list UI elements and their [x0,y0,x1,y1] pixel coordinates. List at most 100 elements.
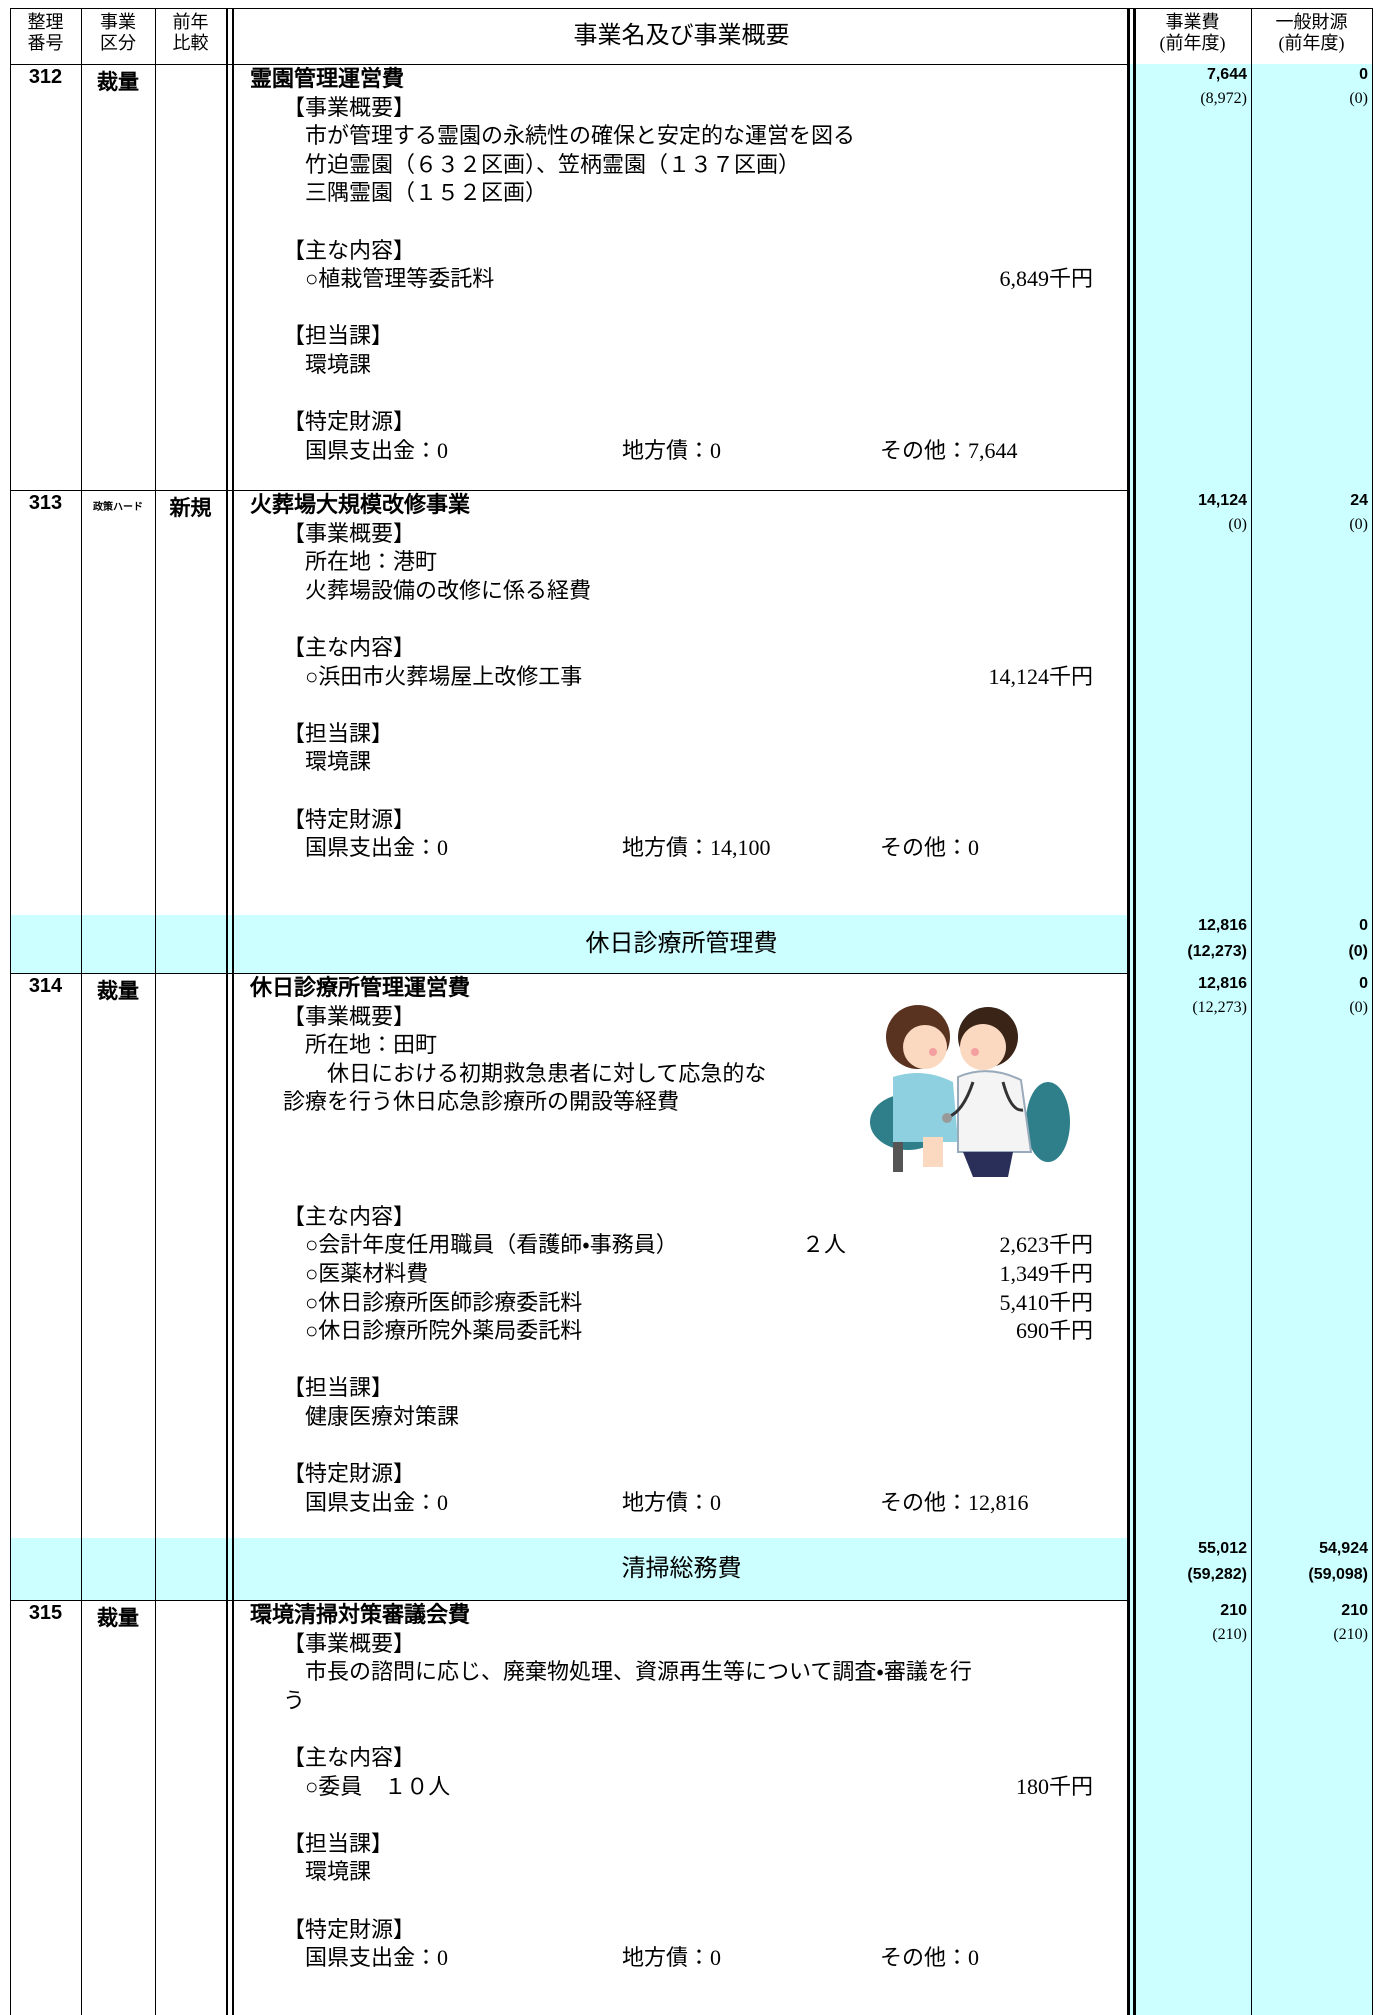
general-prev: (0) [1349,516,1368,533]
funding-item: 地方債：0 [622,1945,722,1971]
cost-prev: (210) [1212,1626,1247,1643]
amount-band [1127,64,1372,490]
header-text: (前年度) [1159,33,1226,53]
header-title: 事業名及び事業概要 [573,23,790,49]
header-text: 整理 [27,12,64,32]
top-border [10,8,1372,9]
overview-line: 竹迫霊園（６３２区画）、笠柄霊園（１３７区画） [283,151,801,177]
amount-band [1127,490,1372,915]
contents: 【主な内容】 ○植栽管理等委託料 6,849千円 [250,237,1121,294]
content-label: ○会計年度任用職員（看護師・事務員） [305,1232,678,1258]
cost-value: 14,124 [1198,492,1247,509]
amount-band [1127,1600,1372,2015]
section-heading: 【特定財源】 [283,1916,416,1942]
header-cell: 一般財源 (前年度) [1251,12,1372,54]
content-amount: 180千円 [1015,1773,1093,1799]
content-label: ○休日診療所院外薬局委託料 [305,1318,583,1344]
content-amount: 14,124千円 [988,663,1093,689]
column-line [81,8,82,2015]
content-label: ○浜田市火葬場屋上改修工事 [305,663,583,689]
section-heading: 【担当課】 [283,1375,394,1401]
department-name: 環境課 [305,351,372,377]
header-text: 一般財源 [1275,12,1348,32]
department: 【担当課】 健康医療対策課 [250,1374,1121,1431]
general-prev: (210) [1333,1626,1368,1643]
section-heading: 【事業概要】 [283,520,416,546]
category: 政策ハード [93,502,143,513]
funding-item: 国県支出金：0 [305,437,449,463]
funding: 【特定財源】 国県支出金：0 地方債：0 その他：7,644 [250,408,1121,465]
funding: 【特定財源】 国県支出金：0 地方債：0 その他：0 [250,1916,1121,1973]
row-border [10,64,1372,65]
contents: 【主な内容】 ○会計年度任用職員（看護師・事務員） ２人 2,623千円 ○医薬材料費 1… [250,1203,1121,1346]
group-title: 清掃総務費 [621,1556,742,1582]
content-label: ○植栽管理等委託料 [305,266,495,292]
general-value: 24 [1350,492,1368,509]
group-title: 休日診療所管理費 [585,931,778,957]
funding: 【特定財源】 国県支出金：0 地方債：14,100 その他：0 [250,806,1121,863]
content-amount: 2,623千円 [999,1232,1093,1258]
overview-line: 休日における初期救急患者に対して応急的な [283,1060,767,1086]
row-border [10,1600,1372,1601]
overview-line: う [283,1687,306,1713]
funding-row: 国県支出金：0 地方債：14,100 その他：0 [283,834,1093,863]
section-heading: 【事業概要】 [283,94,416,120]
section-heading: 【担当課】 [283,720,394,746]
item-title: 環境清掃対策審議会費 [250,1602,471,1627]
cost-value: 12,816 [1198,975,1247,992]
overview: 【事業概要】 所在地：港町 火葬場設備の改修に係る経費 [250,520,1121,606]
item-title: 火葬場大規模改修事業 [250,492,471,517]
cost-value: 210 [1220,1602,1247,1619]
content-label: ○休日診療所医師診療委託料 [305,1289,583,1315]
funding-item: その他：0 [880,1945,980,1971]
contents: 【主な内容】 ○委員 １０人 180千円 [250,1744,1121,1801]
department: 【担当課】 環境課 [250,1830,1121,1887]
section-heading: 【特定財源】 [283,1461,416,1487]
row-border [10,973,1372,974]
section-heading: 【事業概要】 [283,1003,416,1029]
general-value: 0 [1359,917,1368,934]
funding-item: その他：0 [880,835,980,861]
cost-prev: (59,282) [1187,1566,1247,1583]
content-item: ○浜田市火葬場屋上改修工事 14,124千円 [283,663,1093,692]
category: 裁量 [97,980,139,1003]
column-line [1372,8,1373,2015]
section-heading: 【主な内容】 [283,1744,416,1770]
overview-line: 所在地：港町 [283,549,438,575]
column-line [155,8,156,2015]
general-value: 0 [1359,975,1368,992]
content-amount: 1,349千円 [999,1260,1093,1286]
header-text: (前年度) [1278,33,1345,53]
content-amount: 5,410千円 [999,1289,1093,1315]
overview-line: 三隅霊園（１５２区画） [283,180,548,206]
header-text: 区分 [100,33,136,53]
illustration [870,1005,1070,1177]
overview: 【事業概要】 市が管理する霊園の永続性の確保と安定的な運営を図る 竹迫霊園（６３… [250,94,1121,208]
cost-prev: (12,273) [1192,999,1247,1016]
cost-value: 55,012 [1198,1540,1247,1557]
header-text: 前年 [172,12,209,32]
item-body: 休日診療所管理運営費 【事業概要】 所在地：田町 休日における初期救急患者に対して… [250,974,1121,1517]
section-heading: 【主な内容】 [283,1203,416,1229]
row-number: 313 [28,492,63,514]
general-prev: (59,098) [1308,1566,1368,1583]
funding-row: 国県支出金：0 地方債：0 その他：12,816 [283,1489,1093,1518]
item-body: 霊園管理運営費 【事業概要】 市が管理する霊園の永続性の確保と安定的な運営を図る … [250,65,1121,465]
cost-value: 12,816 [1198,917,1247,934]
section-heading: 【主な内容】 [283,634,416,660]
general-prev: (0) [1349,90,1368,107]
section-heading: 【担当課】 [283,323,394,349]
header-cell: 前年 比較 [155,12,226,54]
funding-row: 国県支出金：0 地方債：0 その他：7,644 [283,437,1093,466]
content-amount: 690千円 [1015,1318,1093,1344]
general-value: 0 [1359,66,1368,83]
content-item: ○医薬材料費 1,349千円 [283,1260,1093,1289]
content-count: ２人 [802,1232,847,1258]
funding-item: 地方債：0 [622,1489,722,1515]
header-cell: 事業 区分 [81,12,155,54]
item-body: 火葬場大規模改修事業【事業概要】 所在地：港町 火葬場設備の改修に係る経費【主な… [250,491,1121,863]
row-number: 312 [28,66,63,88]
funding: 【特定財源】 国県支出金：0 地方債：0 その他：12,816 [250,1460,1121,1517]
general-prev: (0) [1349,999,1368,1016]
